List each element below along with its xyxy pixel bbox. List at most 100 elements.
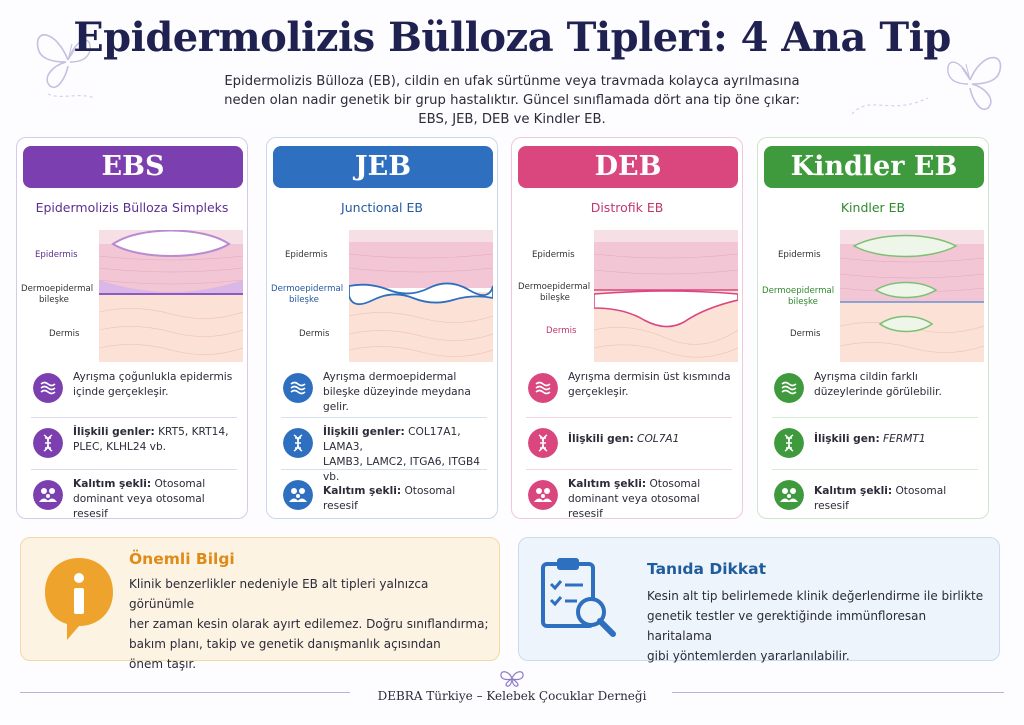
card-subtitle: Distrofik EB [590, 200, 664, 215]
row-text: İlişkili genler: KRT5, KRT14, PLEC, KLHL2… [73, 425, 239, 455]
genes-row: İlişkili gen: COL7A1 [522, 422, 734, 468]
card-kindler: Kindler EB Kindler EB Epidermis Dermoepi… [757, 137, 989, 519]
dermis-label: Dermis [299, 329, 330, 339]
card-deb: DEB Distrofik EB Epidermis Dermoepiderma… [511, 137, 743, 520]
row-label: İlişkili genler: [323, 426, 405, 438]
row-line: gerçekleşir. [568, 386, 629, 398]
waves-icon [283, 373, 313, 403]
junction-label-2: bileşke [289, 295, 319, 305]
family-icon [33, 480, 63, 510]
footer-text: DEBRA Türkiye – Kelebek Çocuklar Derneği [377, 689, 647, 703]
footer-line-left [20, 692, 350, 693]
junction-label: Dermoepidermal [762, 286, 835, 296]
card-banner: Kindler EB [764, 146, 984, 188]
genes-row: İlişkili genler: COL17A1, LAMA3, LAMB3, L… [277, 422, 489, 483]
row-text: Ayrışma cildin farklı düzeylerinde görüle… [814, 370, 980, 400]
page-title: Epidermolizis Bülloza Tipleri: 4 Ana Tip [73, 14, 951, 61]
divider [31, 469, 237, 470]
dna-icon [528, 428, 558, 458]
divider [526, 469, 732, 470]
skin-diagram-ebs [99, 230, 243, 362]
skin-diagram-jeb [349, 230, 493, 362]
junction-label: Dermoepidermal [21, 284, 94, 294]
family-icon [528, 480, 558, 510]
row-text: Ayrışma dermoepidermal bileşke düzeyinde … [323, 370, 489, 415]
butterfly-right-icon [947, 56, 1002, 111]
card-subtitle: Kindler EB [840, 200, 906, 215]
footer-line-right [672, 692, 1004, 693]
row-line: FERMT1 [879, 433, 926, 445]
separation-row: Ayrışma cildin farklı düzeylerinde görüle… [768, 367, 980, 413]
epidermis-label: Epidermis [532, 250, 575, 260]
waves-icon [774, 373, 804, 403]
row-line: KRT5, KRT14, [154, 426, 229, 438]
divider [281, 469, 487, 470]
info-box-title: Önemli Bilgi [129, 550, 235, 568]
row-text: Ayrışma çoğunlukla epidermis içinde gerçe… [73, 370, 239, 400]
separation-row: Ayrışma dermoepidermal bileşke düzeyinde … [277, 367, 489, 413]
junction-label: Dermoepidermal [271, 284, 344, 294]
dotted-trail [851, 97, 929, 115]
intro-text: Epidermolizis Bülloza (EB), cildin en uf… [180, 72, 844, 129]
diag-line: Kesin alt tip belirlemede klinik değerle… [647, 589, 984, 603]
card-subtitle: Epidermolizis Bülloza Simpleks [35, 200, 229, 215]
diagnosis-box-text: Kesin alt tip belirlemede klinik değerle… [647, 586, 991, 666]
dna-icon [774, 428, 804, 458]
info-line: önem taşır. [129, 657, 197, 671]
skin-diagram-deb [594, 230, 738, 362]
row-label: Kalıtım şekli: [814, 485, 893, 497]
info-line: bakım planı, takip ve genetik danışmanlı… [129, 637, 441, 651]
row-line: PLEC, KLHL24 vb. [73, 441, 167, 453]
inheritance-row: Kalıtım şekli: Otosomal resesif [277, 474, 489, 520]
junction-label-2: bileşke [39, 295, 69, 305]
intro-line: neden olan nadir genetik bir grup hastal… [224, 93, 800, 108]
dermis-label: Dermis [546, 326, 577, 336]
diagnosis-box: Tanıda Dikkat Kesin alt tip belirlemede … [518, 537, 1000, 663]
epidermis-label: Epidermis [285, 250, 328, 260]
divider [526, 417, 732, 418]
genes-row: İlişkili gen: FERMT1 [768, 422, 980, 468]
diagnosis-box-title: Tanıda Dikkat [647, 560, 766, 578]
row-text: Ayrışma dermisin üst kısmında gerçekleşir… [568, 370, 734, 400]
butterfly-left-icon [36, 34, 95, 99]
row-label: Kalıtım şekli: [323, 485, 402, 497]
row-line: Ayrışma cildin farklı [814, 371, 918, 383]
row-line: Otosomal resesif [814, 485, 947, 512]
dermis-label: Dermis [49, 329, 80, 339]
row-text: Kalıtım şekli: Otosomal dominant veya oto… [568, 477, 734, 522]
inheritance-row: Kalıtım şekli: Otosomal dominant veya oto… [522, 474, 734, 520]
row-line: COL7A1 [633, 433, 680, 445]
row-text: İlişkili gen: FERMT1 [814, 432, 980, 447]
skin-diagram-kindler [840, 230, 984, 362]
row-line: Ayrışma dermoepidermal [323, 371, 457, 383]
waves-icon [33, 373, 63, 403]
row-line: LAMB3, LAMC2, ITGA6, ITGB4 vb. [323, 456, 481, 483]
family-icon [283, 480, 313, 510]
row-line: COL17A1, LAMA3, [323, 426, 461, 453]
card-jeb: JEB Junctional EB Epidermis Dermoepiderm… [266, 137, 498, 519]
card-subtitle: Junctional EB [341, 200, 423, 215]
waves-icon [528, 373, 558, 403]
epidermis-label: Epidermis [778, 250, 821, 260]
row-text: Kalıtım şekli: Otosomal dominant veya oto… [73, 477, 239, 522]
genes-row: İlişkili genler: KRT5, KRT14, PLEC, KLHL2… [27, 422, 239, 468]
divider [31, 417, 237, 418]
card-banner: EBS [23, 146, 243, 188]
card-ebs: EBS Epidermolizis Bülloza Simpleks Epide… [16, 137, 248, 522]
card-banner: JEB [273, 146, 493, 188]
row-label: Kalıtım şekli: [73, 478, 152, 490]
info-line: Klinik benzerlikler nedeniyle EB alt tip… [129, 577, 429, 611]
intro-line: Epidermolizis Bülloza (EB), cildin en uf… [224, 74, 800, 89]
dna-icon [283, 428, 313, 458]
separation-row: Ayrışma dermisin üst kısmında gerçekleşir… [522, 367, 734, 413]
junction-label-2: bileşke [788, 297, 818, 307]
intro-line: EBS, JEB, DEB ve Kindler EB. [418, 112, 606, 127]
inheritance-row: Kalıtım şekli: Otosomal resesif [768, 474, 980, 520]
separation-row: Ayrışma çoğunlukla epidermis içinde gerçe… [27, 367, 239, 413]
row-label: İlişkili genler: [73, 426, 155, 438]
info-icon [45, 558, 113, 640]
footer-butterfly-icon [500, 671, 524, 687]
row-line: Otosomal [646, 478, 701, 490]
row-line: dominant veya otosomal resesif [568, 493, 700, 520]
dna-icon [33, 428, 63, 458]
